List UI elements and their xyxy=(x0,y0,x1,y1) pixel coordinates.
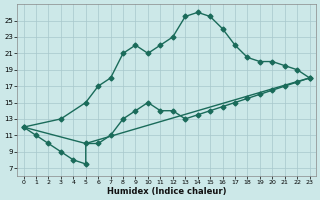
X-axis label: Humidex (Indice chaleur): Humidex (Indice chaleur) xyxy=(107,187,226,196)
